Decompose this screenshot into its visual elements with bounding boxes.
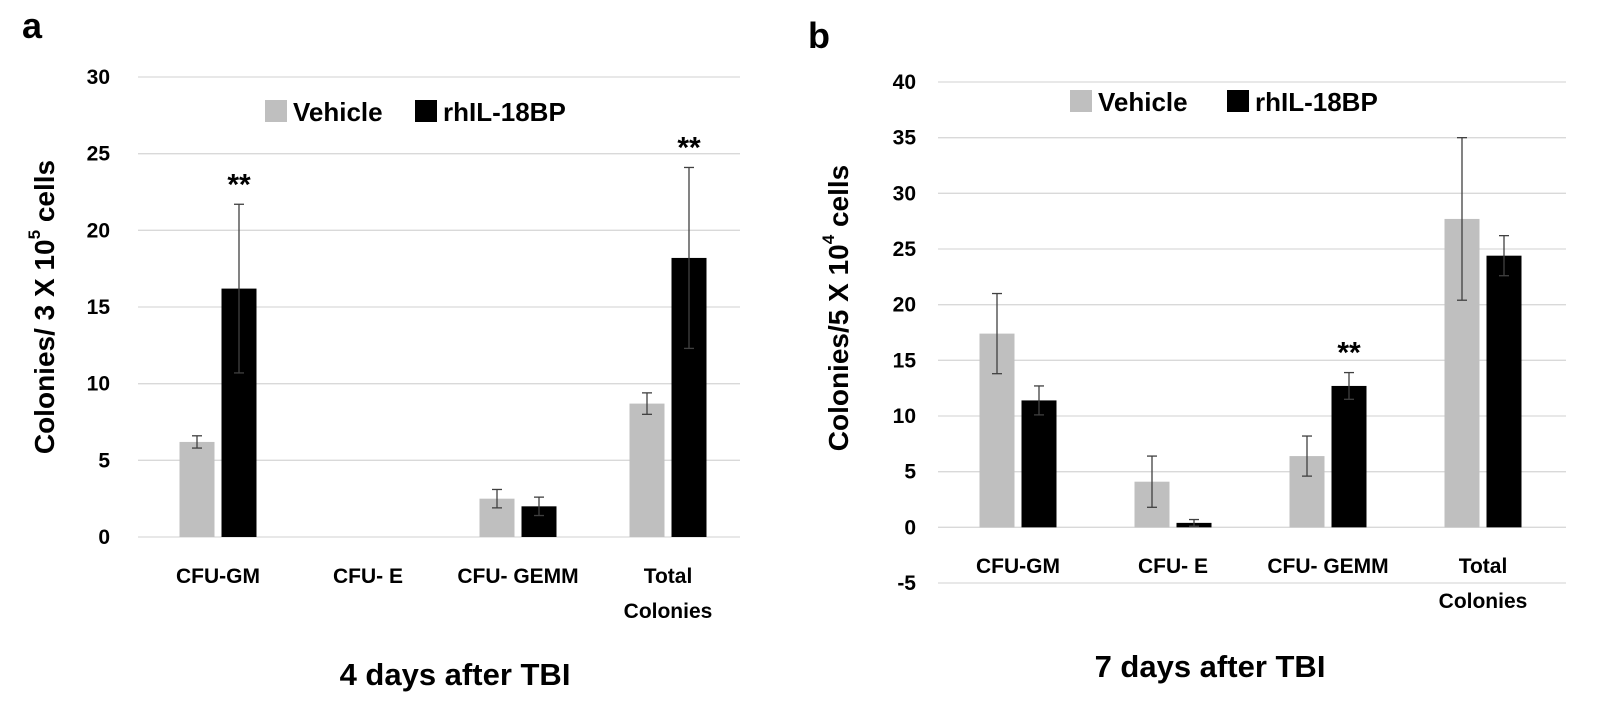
legend-label-vehicle: Vehicle [1098,87,1188,117]
y-axis-label-main: Colonies/ 3 X 10 [29,239,60,454]
y-tick-label: 15 [893,349,917,372]
significance-marker: ** [227,168,251,201]
y-axis-label-superscript: 5 [25,230,44,239]
legend-swatch-vehicle [265,100,287,122]
y-axis-label-superscript: 4 [819,234,838,244]
legend-label-rhil18bp: rhIL-18BP [1255,87,1378,117]
legend: Vehicle rhIL-18BP [1070,87,1378,117]
legend-label-vehicle: Vehicle [293,97,383,127]
category-label: CFU- GEMM [1267,555,1388,578]
legend: Vehicle rhIL-18BP [265,97,566,127]
category-label-line: CFU-GM [976,555,1060,578]
category-label: Total Colonies [624,565,713,623]
bar-vehicle-3 [629,403,665,537]
y-tick-label: 15 [87,296,111,319]
y-tick-label: 5 [904,461,916,484]
significance-marker: ** [1337,337,1361,370]
category-label-line: Colonies [624,600,713,623]
category-label: CFU-GM [976,555,1060,578]
y-tick-label: 10 [87,373,110,396]
y-tick-label: -5 [897,572,916,595]
category-label-line: CFU-GM [176,565,260,588]
significance-marker: ** [677,131,701,164]
panel-b: b -5 0 5 10 15 20 25 30 35 40 Colonies/5 X 104 cell… [808,15,1566,684]
legend-swatch-rhil18bp [415,100,437,122]
y-tick-label: 0 [98,526,110,549]
y-tick-label: 30 [87,66,110,89]
panel-label-a: a [22,5,43,46]
y-axis-label-suffix: cells [823,165,854,235]
y-tick-label: 30 [893,182,916,205]
y-tick-label: 20 [87,219,110,242]
category-label-line: CFU- GEMM [457,565,578,588]
category-label-line: CFU- GEMM [1267,555,1388,578]
y-axis-label-main: Colonies/5 X 10 [823,244,854,451]
y-axis-label-suffix: cells [29,160,60,230]
y-tick-label: 5 [98,449,110,472]
category-label-line: Total [644,565,693,588]
category-label-line: CFU- E [1138,555,1208,578]
category-label-line: CFU- E [333,565,403,588]
y-tick-label: 0 [904,516,916,539]
bar-rhil18bp-3 [1486,255,1522,528]
y-tick-label: 40 [893,71,916,94]
category-label: CFU-GM [176,565,260,588]
y-tick-label: 25 [87,143,111,166]
category-label: CFU- E [1138,555,1208,578]
category-label: Total Colonies [1439,555,1528,613]
category-label: CFU- E [333,565,403,588]
y-axis-label: Colonies/ 3 X 105 cells [25,160,60,454]
legend-swatch-vehicle [1070,90,1092,112]
bar-rhil18bp-2 [1331,385,1367,528]
y-tick-label: 20 [893,294,916,317]
category-label: CFU- GEMM [457,565,578,588]
bar-vehicle-0 [179,441,215,537]
y-tick-label: 25 [893,238,917,261]
x-axis-title: 4 days after TBI [340,657,571,692]
x-axis-title: 7 days after TBI [1095,649,1326,684]
y-tick-label: 35 [893,127,917,150]
panel-label-b: b [808,15,830,56]
y-tick-label: 10 [893,405,916,428]
legend-swatch-rhil18bp [1227,90,1249,112]
y-axis-label: Colonies/5 X 104 cells [819,165,854,452]
bar-rhil18bp-0 [1021,400,1057,528]
legend-label-rhil18bp: rhIL-18BP [443,97,566,127]
category-label-line: Total [1459,555,1508,578]
category-label-line: Colonies [1439,590,1528,613]
